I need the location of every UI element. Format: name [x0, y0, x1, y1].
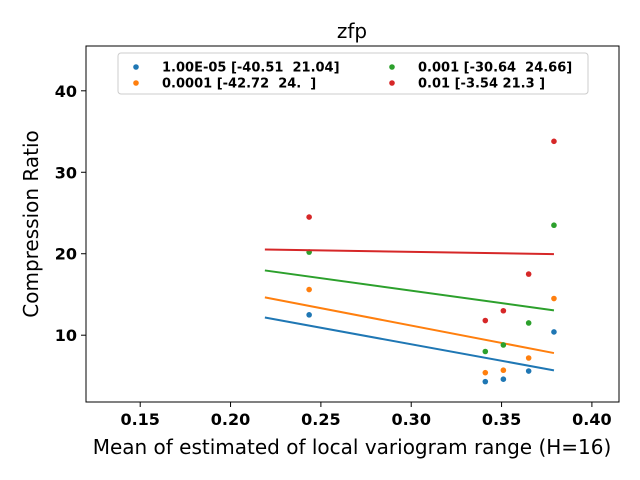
- x-axis-label: Mean of estimated of local variogram ran…: [93, 435, 612, 459]
- data-point-series-3-0: [306, 214, 312, 220]
- data-point-series-3-1: [482, 317, 489, 324]
- data-point-series-1-1: [482, 369, 489, 376]
- data-point-series-2-2: [500, 342, 507, 348]
- data-point-series-2-4: [551, 222, 557, 229]
- plot-area: [264, 138, 557, 385]
- chart-title: zfp: [337, 19, 367, 43]
- legend-frame: [117, 52, 589, 95]
- fit-line-series-2: [264, 269, 555, 312]
- y-tick-label: 40: [55, 82, 77, 101]
- data-point-series-1-3: [525, 355, 532, 361]
- data-point-series-3-3: [525, 271, 532, 277]
- data-point-series-0-4: [551, 329, 557, 335]
- legend-marker-series-3: [389, 80, 395, 86]
- legend: 1.00E-05 [-40.51 21.04]0.0001 [-42.72 24…: [117, 52, 589, 95]
- x-tick-label: 0.15: [120, 410, 159, 429]
- data-point-series-0-3: [525, 368, 532, 374]
- legend-marker-series-0: [133, 64, 139, 70]
- plot-frame: [85, 45, 620, 403]
- data-point-series-3-2: [500, 307, 507, 314]
- y-axis-label: Compression Ratio: [19, 130, 43, 317]
- legend-entry-series-0: 1.00E-05 [-40.51 21.04]: [162, 61, 340, 76]
- legend-entry-series-3: 0.01 [-3.54 21.3 ]: [418, 77, 545, 92]
- legend-marker-series-2: [389, 64, 395, 70]
- data-point-series-0-1: [482, 378, 489, 385]
- data-point-series-2-3: [525, 320, 532, 326]
- x-tick-label: 0.30: [391, 410, 430, 429]
- data-point-series-0-2: [500, 376, 507, 382]
- fit-line-series-3: [264, 248, 554, 256]
- data-point-series-2-1: [482, 348, 489, 355]
- fit-line-series-0: [264, 316, 555, 372]
- data-point-series-1-4: [551, 295, 557, 302]
- x-tick-label: 0.40: [572, 410, 611, 429]
- x-tick-label: 0.20: [211, 410, 250, 429]
- legend-marker-series-1: [133, 80, 139, 86]
- x-tick-label: 0.35: [482, 410, 521, 429]
- legend-entry-series-2: 0.001 [-30.64 24.66]: [418, 61, 572, 76]
- x-tick-label: 0.25: [301, 410, 340, 429]
- data-point-series-0-0: [306, 312, 312, 318]
- data-point-series-3-4: [551, 138, 557, 145]
- y-tick-label: 10: [55, 326, 77, 345]
- data-point-series-1-0: [306, 286, 312, 293]
- data-point-series-1-2: [500, 367, 507, 374]
- axis-ticks: 0.15 0.20 0.25 0.30 0.35 0.40 10 20 30 40: [55, 82, 612, 429]
- legend-entry-series-1: 0.0001 [-42.72 24. ]: [162, 77, 316, 92]
- y-tick-label: 30: [55, 163, 77, 182]
- y-tick-label: 20: [55, 245, 77, 264]
